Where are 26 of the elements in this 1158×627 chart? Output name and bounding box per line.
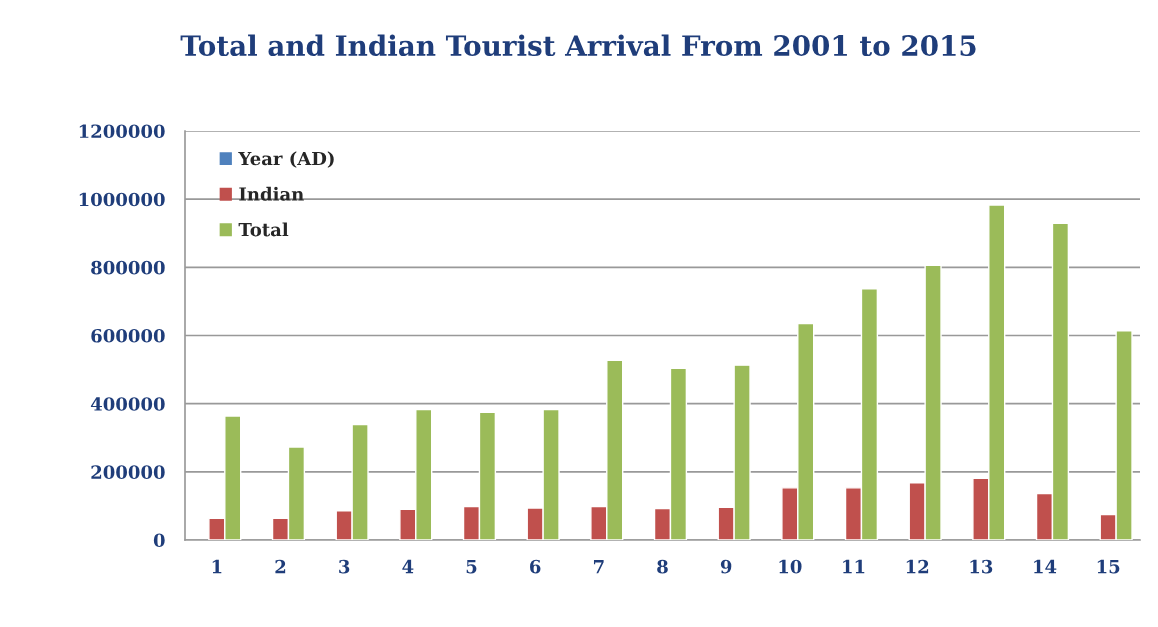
- y-tick-label: 1000000: [79, 192, 165, 207]
- legend-label: Total: [238, 222, 289, 237]
- y-tick-label: 600000: [91, 328, 165, 343]
- legend-label: Year (AD): [238, 151, 334, 168]
- y-tick-label: 200000: [91, 465, 165, 479]
- chart-title: Total and Indian Tourist Arrival From 2001 to 2015: [180, 34, 976, 57]
- x-tick-label: 5: [466, 560, 477, 574]
- y-tick-label: 800000: [91, 260, 165, 275]
- x-tick-label: 1: [212, 559, 222, 574]
- x-tick-label: 7: [593, 560, 604, 574]
- x-tick-label: 15: [1097, 559, 1120, 574]
- x-tick-label: 13: [970, 559, 993, 574]
- y-tick-label: 1200000: [79, 124, 165, 139]
- x-tick-label: 2: [275, 559, 286, 574]
- x-tick-label: 11: [843, 559, 865, 574]
- legend-label: Indian: [239, 186, 304, 201]
- x-tick-label: 4: [402, 559, 414, 574]
- x-tick-label: 12: [906, 559, 929, 574]
- x-tick-label: 9: [720, 559, 732, 574]
- x-tick-label: 8: [657, 559, 668, 574]
- x-tick-label: 3: [339, 559, 350, 574]
- x-tick-label: 10: [779, 559, 802, 574]
- y-tick-label: 0: [153, 533, 165, 548]
- x-tick-label: 6: [530, 559, 541, 574]
- y-tick-label: 400000: [90, 397, 165, 411]
- x-tick-label: 14: [1034, 559, 1057, 574]
